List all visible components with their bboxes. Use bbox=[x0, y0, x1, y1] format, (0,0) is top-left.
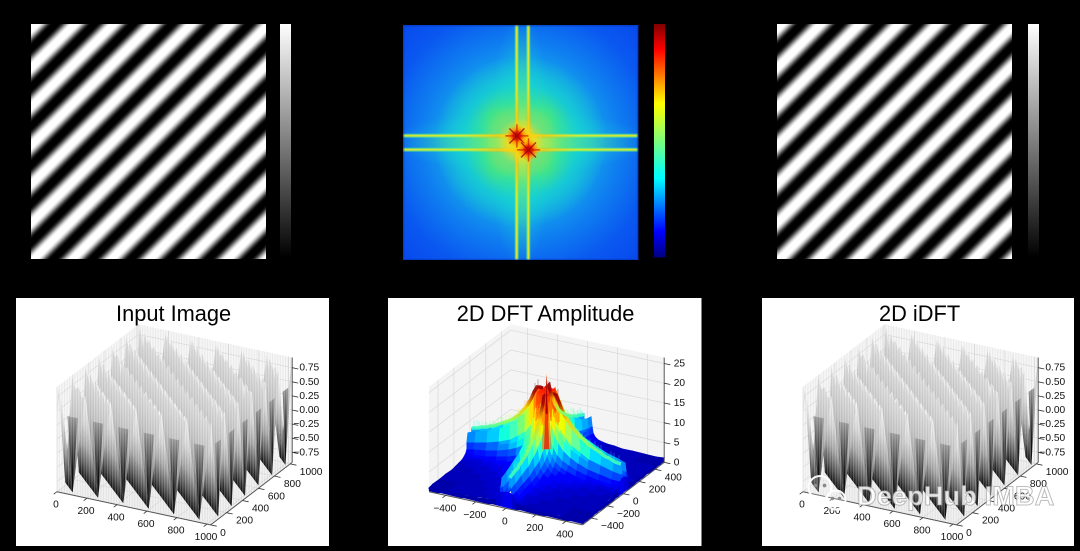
svg-text:800: 800 bbox=[283, 479, 300, 490]
svg-text:0: 0 bbox=[800, 499, 806, 510]
svg-text:2D iDFT: 2D iDFT bbox=[879, 300, 960, 325]
svg-text:600: 600 bbox=[267, 491, 284, 502]
svg-text:800: 800 bbox=[1030, 479, 1047, 490]
svg-text:−0.50: −0.50 bbox=[293, 433, 319, 444]
svg-text:400: 400 bbox=[665, 472, 682, 483]
svg-text:0.25: 0.25 bbox=[299, 390, 319, 401]
svg-text:20: 20 bbox=[674, 378, 686, 389]
svg-text:0.00: 0.00 bbox=[299, 405, 319, 416]
svg-text:15: 15 bbox=[674, 398, 686, 409]
svg-text:0: 0 bbox=[53, 499, 59, 510]
svg-text:0.25: 0.25 bbox=[1046, 390, 1066, 401]
svg-text:1000: 1000 bbox=[941, 532, 964, 543]
svg-text:600: 600 bbox=[1014, 491, 1031, 502]
svg-text:400: 400 bbox=[854, 512, 871, 523]
svg-text:800: 800 bbox=[167, 525, 184, 536]
svg-text:400: 400 bbox=[998, 503, 1015, 514]
svg-text:800: 800 bbox=[914, 525, 931, 536]
svg-text:5: 5 bbox=[674, 437, 680, 448]
svg-text:200: 200 bbox=[236, 515, 253, 526]
svg-text:400: 400 bbox=[252, 503, 269, 514]
svg-text:0.50: 0.50 bbox=[1046, 376, 1066, 387]
svg-text:0.75: 0.75 bbox=[299, 362, 319, 373]
svg-text:400: 400 bbox=[557, 529, 574, 540]
svg-text:200: 200 bbox=[649, 484, 666, 495]
svg-text:600: 600 bbox=[884, 519, 901, 530]
svg-text:1000: 1000 bbox=[1046, 466, 1069, 477]
svg-text:−0.25: −0.25 bbox=[293, 419, 319, 430]
svg-text:0: 0 bbox=[220, 527, 226, 538]
svg-text:−200: −200 bbox=[617, 508, 640, 519]
svg-text:−0.75: −0.75 bbox=[1040, 447, 1066, 458]
svg-text:0: 0 bbox=[633, 496, 639, 507]
svg-text:10: 10 bbox=[674, 417, 686, 428]
svg-text:0: 0 bbox=[502, 516, 508, 527]
svg-text:2D DFT Amplitude: 2D DFT Amplitude bbox=[457, 300, 635, 325]
svg-text:−400: −400 bbox=[434, 503, 457, 514]
svg-text:−0.25: −0.25 bbox=[1040, 419, 1066, 430]
svg-text:0.75: 0.75 bbox=[1046, 362, 1066, 373]
svg-text:200: 200 bbox=[824, 506, 841, 517]
svg-text:200: 200 bbox=[77, 506, 94, 517]
svg-text:400: 400 bbox=[107, 512, 124, 523]
svg-text:0.50: 0.50 bbox=[299, 376, 319, 387]
svg-text:−0.75: −0.75 bbox=[293, 447, 319, 458]
svg-text:−200: −200 bbox=[464, 509, 487, 520]
svg-text:0.00: 0.00 bbox=[1046, 405, 1066, 416]
svg-text:1000: 1000 bbox=[194, 532, 217, 543]
svg-text:200: 200 bbox=[982, 515, 999, 526]
svg-text:1000: 1000 bbox=[299, 466, 322, 477]
svg-text:25: 25 bbox=[674, 358, 686, 369]
svg-text:0: 0 bbox=[966, 527, 972, 538]
svg-text:−0.50: −0.50 bbox=[1040, 433, 1066, 444]
svg-text:600: 600 bbox=[137, 519, 154, 530]
svg-text:Input Image: Input Image bbox=[116, 300, 231, 325]
svg-text:−400: −400 bbox=[601, 521, 624, 532]
svg-text:200: 200 bbox=[527, 522, 544, 533]
svg-text:0: 0 bbox=[674, 457, 680, 468]
